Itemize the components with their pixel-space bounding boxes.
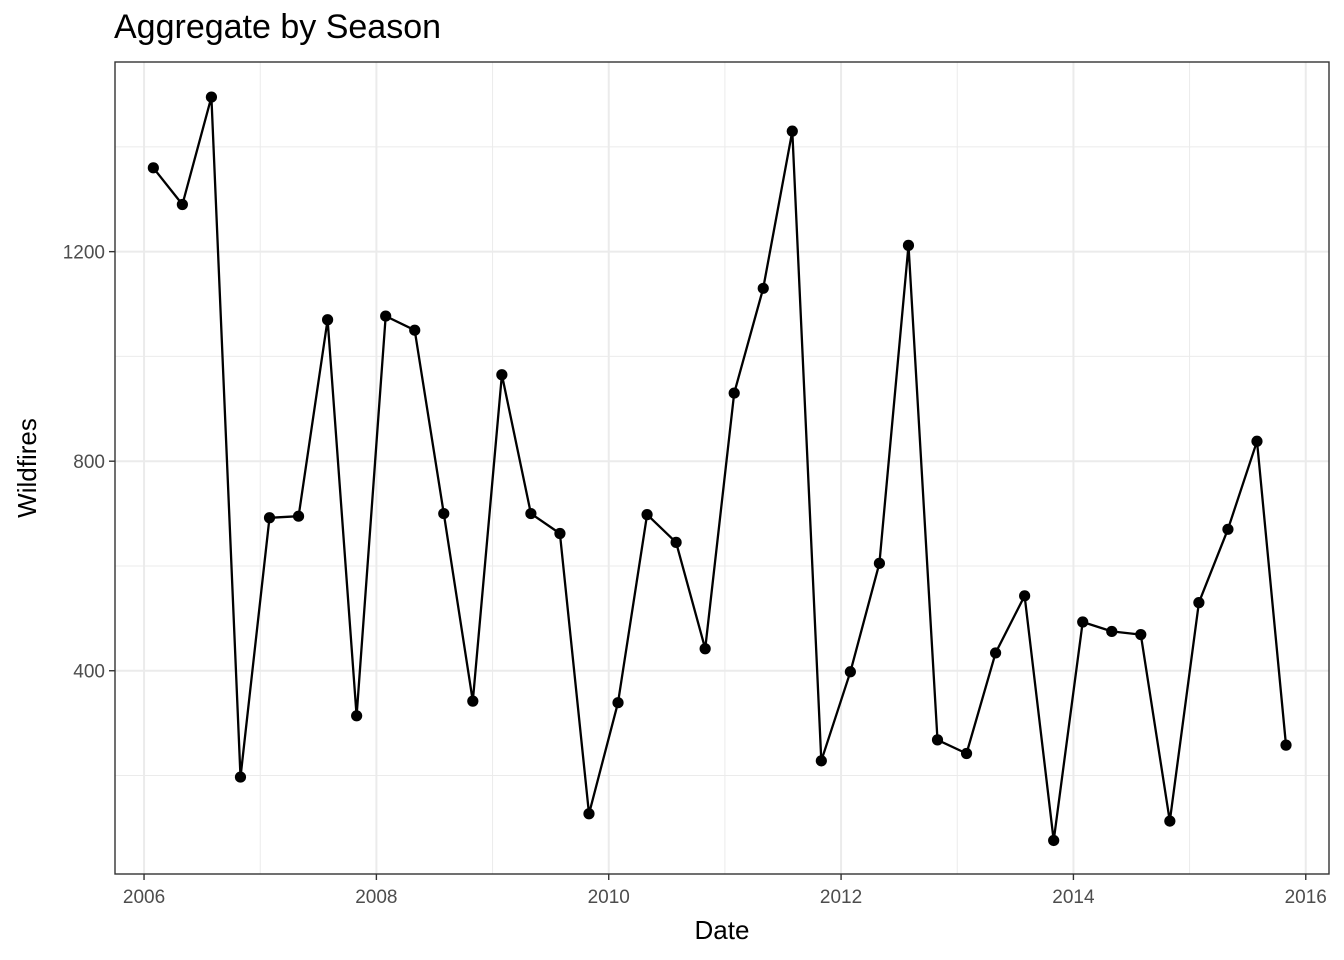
major-gridlines bbox=[115, 62, 1329, 874]
data-point bbox=[1222, 523, 1234, 535]
y-axis: 400 800 1200 bbox=[63, 243, 115, 683]
chart-title: Aggregate by Season bbox=[114, 8, 442, 46]
data-point bbox=[1164, 815, 1176, 827]
series-line-wildfires bbox=[152, 95, 1288, 842]
data-point bbox=[670, 536, 682, 548]
data-point bbox=[844, 666, 856, 678]
data-point bbox=[1193, 597, 1205, 609]
data-point bbox=[960, 747, 973, 760]
data-point bbox=[1077, 616, 1089, 628]
data-point bbox=[351, 710, 363, 722]
data-point bbox=[321, 314, 334, 326]
data-point bbox=[1048, 834, 1060, 847]
y-axis-title: Wildfires bbox=[12, 418, 42, 518]
data-point bbox=[467, 695, 479, 707]
data-point bbox=[1019, 590, 1031, 602]
x-axis: 2006 2008 2010 2012 2014 2016 bbox=[123, 874, 1327, 908]
x-tick-label: 2006 bbox=[123, 887, 165, 908]
data-point bbox=[786, 125, 798, 137]
data-point bbox=[409, 324, 421, 336]
data-point bbox=[234, 771, 247, 783]
data-point bbox=[1280, 739, 1292, 751]
data-point bbox=[873, 557, 886, 569]
y-tick-label: 1200 bbox=[63, 243, 105, 264]
data-point bbox=[496, 369, 508, 381]
data-point bbox=[1251, 435, 1263, 447]
data-point bbox=[525, 507, 537, 520]
data-points bbox=[147, 91, 1292, 847]
data-point bbox=[554, 527, 566, 540]
x-tick-label: 2014 bbox=[1052, 887, 1095, 908]
data-point bbox=[1135, 628, 1147, 641]
data-point bbox=[292, 510, 305, 522]
panel-border bbox=[114, 61, 1330, 875]
data-point bbox=[699, 643, 711, 655]
y-tick-label: 800 bbox=[73, 452, 105, 473]
data-point bbox=[641, 509, 653, 521]
x-tick-label: 2010 bbox=[588, 887, 630, 908]
data-point bbox=[989, 647, 1002, 659]
data-point bbox=[1106, 625, 1118, 638]
plot-panel bbox=[115, 62, 1329, 874]
data-point bbox=[612, 697, 624, 709]
data-point bbox=[176, 198, 188, 211]
data-point bbox=[931, 734, 944, 746]
data-point bbox=[263, 512, 276, 524]
data-point bbox=[583, 808, 595, 820]
data-point bbox=[728, 387, 740, 399]
data-point bbox=[380, 310, 392, 322]
data-point bbox=[757, 282, 769, 294]
data-point bbox=[438, 507, 450, 520]
x-axis-title: Date bbox=[695, 915, 750, 945]
data-point bbox=[902, 239, 915, 251]
data-point bbox=[205, 91, 218, 103]
y-tick-label: 400 bbox=[73, 662, 105, 683]
x-tick-label: 2008 bbox=[355, 887, 397, 908]
data-point bbox=[815, 755, 827, 767]
data-point bbox=[147, 162, 159, 174]
x-tick-label: 2012 bbox=[820, 887, 862, 908]
x-tick-label: 2016 bbox=[1285, 887, 1327, 908]
